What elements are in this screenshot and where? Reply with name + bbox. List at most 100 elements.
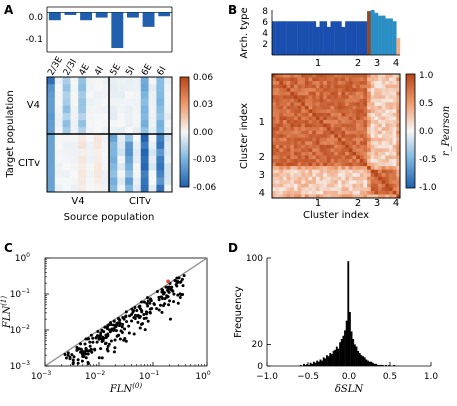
panel-c-point [124,314,128,318]
panel-b-cell [352,176,357,181]
panel-a-cell [148,163,157,171]
panel-b-cell [330,116,335,121]
panel-b-cell [363,88,368,93]
panel-c-point [146,319,150,323]
panel-b-cell [378,162,383,167]
panel-b-cell [330,155,335,160]
panel-c-point [84,337,88,341]
panel-a-cell [125,163,134,171]
panel-b-cell [374,84,379,89]
panel-b-cell [290,130,295,135]
panel-c-point [112,350,116,354]
panel-b-cell [279,169,284,174]
panel-b-cell [396,120,401,124]
panel-b-cell [326,88,331,93]
panel-a-cell [156,184,165,193]
panel-b-cell [341,98,346,103]
panel-a-cell [93,105,102,114]
panel-b-cell [334,151,339,156]
panel-b-cell [352,102,357,107]
panel-b-cell [381,162,386,167]
panel-a-cell [101,177,110,186]
panel-b-cell [304,137,309,142]
panel-b-cell [381,151,386,156]
panel-b-cell [297,105,302,110]
panel-b-cell [282,190,287,195]
panel-b-cell [279,74,284,78]
panel-c-point [88,344,92,348]
panel-b-cell [319,81,324,85]
panel-b-cell [341,151,346,156]
panel-c-point [113,346,117,350]
panel-b-cell [392,127,397,131]
panel-c-label: C [4,241,13,255]
panel-b-cell [341,141,346,146]
panel-c-point [79,342,83,346]
panel-b-cell [286,98,291,103]
panel-c-point-highlight [166,279,171,284]
panel-a-cell [101,112,110,121]
panel-b-cell [286,84,291,89]
panel-b-cell [323,162,328,167]
panel-b-cell [312,130,317,135]
panel-b-cell [312,187,317,192]
panel-b-cell [359,194,364,199]
panel-b-cell [370,91,375,96]
panel-a-cell [70,141,79,150]
panel-b-cell [301,109,306,114]
panel-d-bar [350,331,353,366]
panel-c-xtick: 10−1 [139,370,159,382]
panel-b-cell [385,98,390,103]
panel-b-bar-cluster-3 [392,21,397,55]
panel-b-cell [348,141,353,146]
panel-b-cell [359,144,364,149]
panel-b-cell [282,116,287,121]
panel-a-category-5I: 5I [124,65,137,77]
panel-b-cell [282,84,287,89]
panel-a-cell [125,177,134,186]
panel-b-cell [356,144,361,149]
panel-b-cell [279,81,284,85]
panel-d-xtick: 0.0 [342,372,357,382]
panel-b-cell [345,112,350,117]
panel-a-heatmap: V4 CITv V4 CITv Source population Target… [5,76,173,223]
panel-b-cell [367,81,372,85]
panel-a-category-5E: 5E [109,62,124,77]
panel-b-cell [308,98,313,103]
panel-b-cell [381,169,386,174]
panel-a-cell [109,105,118,114]
panel-b-xgroup-2: 2 [355,198,361,209]
panel-b-bar-cluster-1 [297,21,302,55]
panel-c-point [84,356,88,360]
panel-b-cell [290,81,295,85]
panel-b-cell [334,176,339,181]
panel-a-cell [47,127,56,135]
panel-c-point [162,291,166,295]
panel-b-cell [367,144,372,149]
panel-b-cell [334,112,339,117]
panel-b-cell [356,95,361,100]
panel-b-cell [356,123,361,128]
panel-b-cell [286,141,291,146]
panel-b-cell [304,95,309,100]
panel-b-cell [334,187,339,192]
panel-b-bar-cluster-1 [326,26,331,55]
panel-b-cell [286,74,291,78]
panel-b-cell [337,116,342,121]
panel-a-cell [78,163,87,171]
panel-b-cell [282,148,287,153]
panel-b-cell [352,169,357,174]
panel-b-cell [319,187,324,192]
panel-b-cell [381,105,386,110]
panel-b-cell [363,137,368,142]
panel-a-cell [86,105,95,114]
panel-b-cell [356,120,361,124]
panel-b-cell [323,88,328,93]
panel-a-cell [93,77,102,85]
panel-b-cell [370,144,375,149]
panel-b-cell [389,176,393,181]
panel-b-cell [363,77,368,82]
panel-b-cell [348,187,353,192]
panel-b-cell [282,105,287,110]
panel-b-cell [308,120,313,124]
